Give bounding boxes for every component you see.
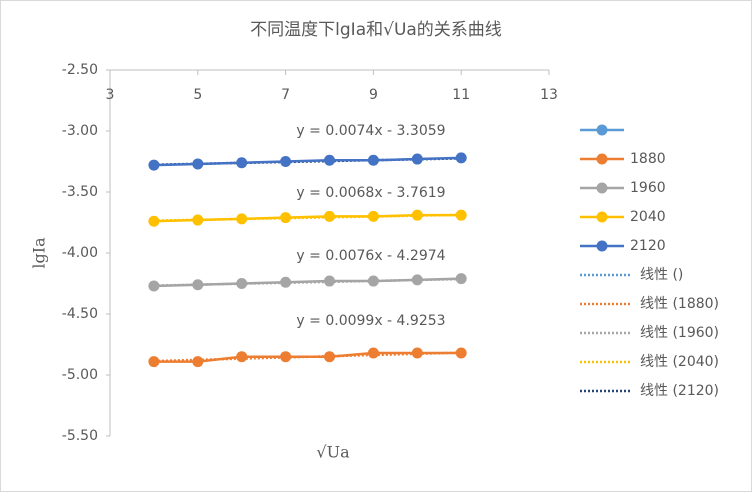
legend-marker: [596, 182, 608, 194]
legend-label: 线性 (2040): [640, 354, 719, 370]
marker: [280, 351, 292, 363]
marker: [455, 152, 467, 164]
legend-label: 线性 (): [640, 267, 683, 283]
marker: [367, 347, 379, 359]
marker: [192, 158, 204, 170]
legend-marker: [596, 124, 608, 136]
marker: [236, 157, 248, 169]
marker: [367, 210, 379, 222]
marker: [192, 356, 204, 368]
marker: [411, 153, 423, 165]
marker: [324, 275, 335, 287]
legend-label: 2040: [630, 209, 666, 225]
trendline-equation: y = 0.0076x - 4.2974: [296, 248, 445, 264]
marker: [455, 273, 467, 285]
y-tick-label: -3.00: [62, 123, 98, 139]
x-tick-label: 9: [369, 87, 378, 103]
marker: [148, 159, 160, 171]
trendline-equation: y = 0.0074x - 3.3059: [296, 123, 445, 139]
x-tick-label: 5: [193, 87, 202, 103]
marker: [411, 274, 423, 286]
trendline-equation: y = 0.0068x - 3.7619: [296, 185, 445, 201]
legend-marker: [596, 211, 608, 223]
series-line: [153, 156, 462, 167]
marker: [236, 278, 248, 289]
marker: [324, 154, 335, 166]
marker: [455, 347, 467, 359]
legend-label: 线性 (1880): [640, 296, 719, 312]
series-line: [153, 213, 462, 223]
marker: [455, 209, 467, 221]
marker: [192, 279, 204, 291]
y-tick-label: -4.00: [62, 245, 98, 261]
marker: [148, 215, 160, 227]
x-tick-label: 7: [281, 87, 290, 103]
x-tick-label: 13: [540, 87, 558, 103]
y-tick-label: -4.50: [62, 306, 98, 322]
x-tick-label: 3: [106, 87, 115, 103]
y-tick-label: -3.50: [62, 184, 98, 200]
x-tick-label: 11: [452, 87, 470, 103]
series-line: [153, 351, 462, 363]
legend-label: 2120: [630, 238, 666, 254]
marker: [324, 351, 335, 363]
x-axis-label: √Ua: [316, 443, 350, 462]
legend-label: 1880: [630, 151, 666, 167]
marker: [236, 351, 248, 363]
legend-marker: [596, 240, 608, 252]
trendline-equation: y = 0.0099x - 4.9253: [296, 313, 445, 329]
y-tick-label: -5.50: [62, 428, 98, 444]
y-tick-label: -5.00: [62, 367, 98, 383]
chart-title: 不同温度下lgIa和√Ua的关系曲线: [250, 20, 502, 40]
marker: [148, 356, 160, 368]
y-tick-label: -2.50: [62, 62, 98, 78]
legend-marker: [596, 153, 608, 165]
marker: [411, 209, 423, 221]
marker: [324, 210, 335, 222]
marker: [192, 214, 204, 226]
legend-label: 1960: [630, 180, 666, 196]
legend-label: 线性 (2120): [640, 383, 719, 399]
marker: [367, 275, 379, 287]
marker: [148, 280, 160, 292]
legend-label: 线性 (1960): [640, 325, 719, 341]
marker: [411, 347, 423, 359]
marker: [280, 212, 292, 224]
marker: [280, 156, 292, 167]
marker: [280, 276, 292, 288]
y-axis-label: lgIa: [30, 237, 49, 269]
marker: [367, 154, 379, 166]
series-line: [153, 277, 462, 288]
marker: [236, 213, 248, 225]
